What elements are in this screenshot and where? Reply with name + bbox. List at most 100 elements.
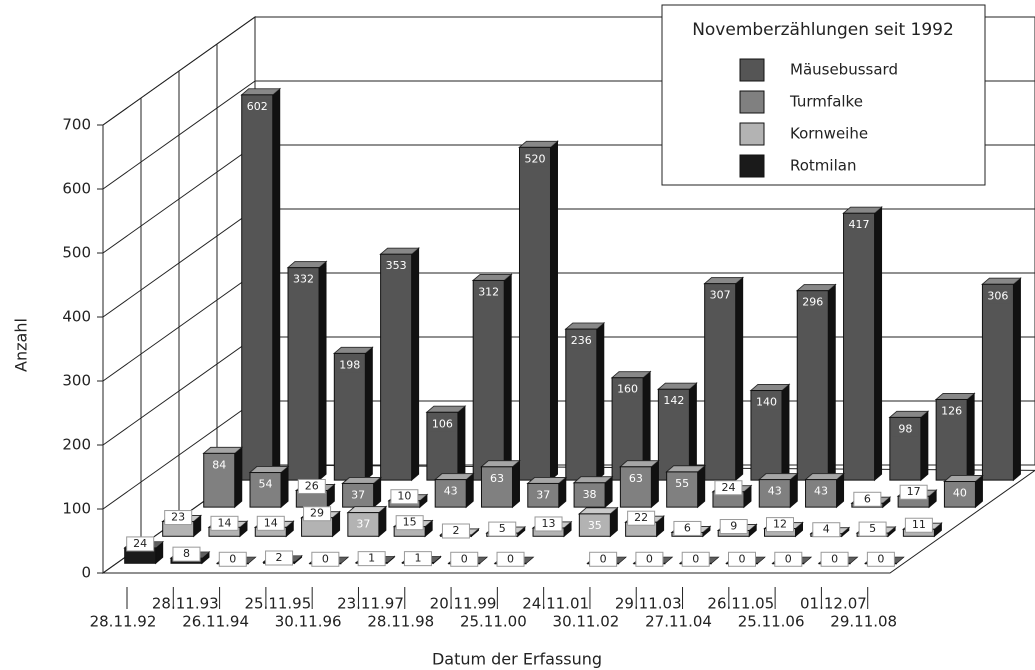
value-label-box xyxy=(210,515,239,531)
x-tick-label: 20.11.99 xyxy=(430,595,497,613)
value-label: 0 xyxy=(461,552,468,565)
x-tick-label: 26.11.94 xyxy=(182,613,249,631)
value-label-box xyxy=(521,152,549,167)
legend-label: Rotmilan xyxy=(790,157,856,175)
value-label-box xyxy=(858,521,887,537)
value-label: 198 xyxy=(339,358,360,371)
value-label: 12 xyxy=(773,518,787,531)
bar xyxy=(240,87,282,482)
value-label: 37 xyxy=(356,518,370,531)
y-tick-label: 500 xyxy=(62,244,91,262)
value-label: 0 xyxy=(646,552,653,565)
bar-top-shade xyxy=(579,507,618,514)
bar-side xyxy=(735,276,744,482)
value-label-box xyxy=(488,521,517,537)
value-label: 602 xyxy=(247,100,268,113)
value-label-box xyxy=(218,551,247,567)
bar xyxy=(518,140,559,482)
y-axis-label: Anzahl xyxy=(12,318,31,372)
bar xyxy=(332,346,374,482)
y-tick-label: 100 xyxy=(62,500,91,518)
bar-front xyxy=(241,94,274,481)
bar-top-shade xyxy=(750,384,789,391)
x-tick-label: 30.11.02 xyxy=(553,613,620,631)
legend-label: Turmfalke xyxy=(789,93,863,111)
y-tick-label: 300 xyxy=(62,372,91,390)
value-label: 2 xyxy=(276,551,283,564)
value-label: 10 xyxy=(397,490,411,503)
grid-line xyxy=(102,400,256,510)
bar-side xyxy=(966,392,975,482)
value-label: 15 xyxy=(403,516,417,529)
value-label: 2 xyxy=(452,524,459,537)
bar-side xyxy=(1012,277,1021,482)
y-tick-label: 700 xyxy=(62,116,91,134)
bar-top-shade xyxy=(347,506,386,513)
bar-top-shade xyxy=(342,477,381,484)
bar-side xyxy=(503,273,512,482)
value-label-box xyxy=(290,272,318,287)
value-label-box xyxy=(357,551,386,567)
value-label: 140 xyxy=(756,396,777,409)
bar-top-shade xyxy=(759,473,798,480)
value-label: 43 xyxy=(444,485,458,498)
bar-side xyxy=(874,206,883,482)
y-tick-label: 600 xyxy=(62,180,91,198)
value-label: 142 xyxy=(663,394,684,407)
value-label-box xyxy=(382,259,410,274)
value-label-box xyxy=(349,517,377,532)
value-label: 106 xyxy=(432,417,453,430)
value-label-box xyxy=(172,546,201,562)
legend-swatch xyxy=(739,122,765,146)
value-label-box xyxy=(437,484,465,499)
value-label-box xyxy=(614,382,642,397)
bar-top-shade xyxy=(435,473,474,480)
bar-side xyxy=(549,140,558,482)
value-label: 63 xyxy=(490,472,504,485)
value-label: 0 xyxy=(692,552,699,565)
value-label-box xyxy=(681,551,710,567)
value-label: 0 xyxy=(785,552,792,565)
value-label: 0 xyxy=(229,552,236,565)
grid-line xyxy=(102,336,256,446)
bar-side xyxy=(827,283,836,482)
x-tick-label: 29.11.03 xyxy=(615,595,682,613)
value-label-box xyxy=(728,551,757,567)
bar-side xyxy=(920,410,929,482)
value-label-box xyxy=(243,99,271,114)
value-label-box xyxy=(534,516,563,532)
grid-line xyxy=(102,16,256,126)
value-label-box xyxy=(673,520,702,536)
value-label: 312 xyxy=(478,285,499,298)
value-label-box xyxy=(622,471,650,486)
bar-front xyxy=(796,290,829,481)
value-label-box xyxy=(752,395,780,410)
bar xyxy=(981,277,1022,482)
value-label-box xyxy=(766,517,795,533)
value-label-box xyxy=(297,478,326,494)
value-label: 4 xyxy=(823,523,830,536)
value-label-box xyxy=(252,477,280,492)
bar-top-shade xyxy=(241,88,280,95)
bar-top-shade xyxy=(612,371,651,378)
bar-front xyxy=(565,328,598,481)
bar-top-shade xyxy=(473,274,512,281)
value-label-box xyxy=(395,515,424,531)
value-label: 14 xyxy=(264,516,278,529)
bar-top-shade xyxy=(797,284,836,291)
bar-top-shade xyxy=(704,277,743,284)
value-label: 1 xyxy=(414,552,421,565)
bar xyxy=(471,273,513,482)
bar xyxy=(202,446,244,509)
value-label-box xyxy=(311,551,340,567)
value-label-box xyxy=(984,289,1012,304)
bar-top-shade xyxy=(288,261,327,268)
value-label: 23 xyxy=(171,511,185,524)
value-label-box xyxy=(126,536,155,552)
value-label: 296 xyxy=(802,296,823,309)
bar-top-shade xyxy=(574,476,613,483)
value-label: 0 xyxy=(831,552,838,565)
y-tick-label: 400 xyxy=(62,308,91,326)
value-label-box xyxy=(475,285,503,300)
